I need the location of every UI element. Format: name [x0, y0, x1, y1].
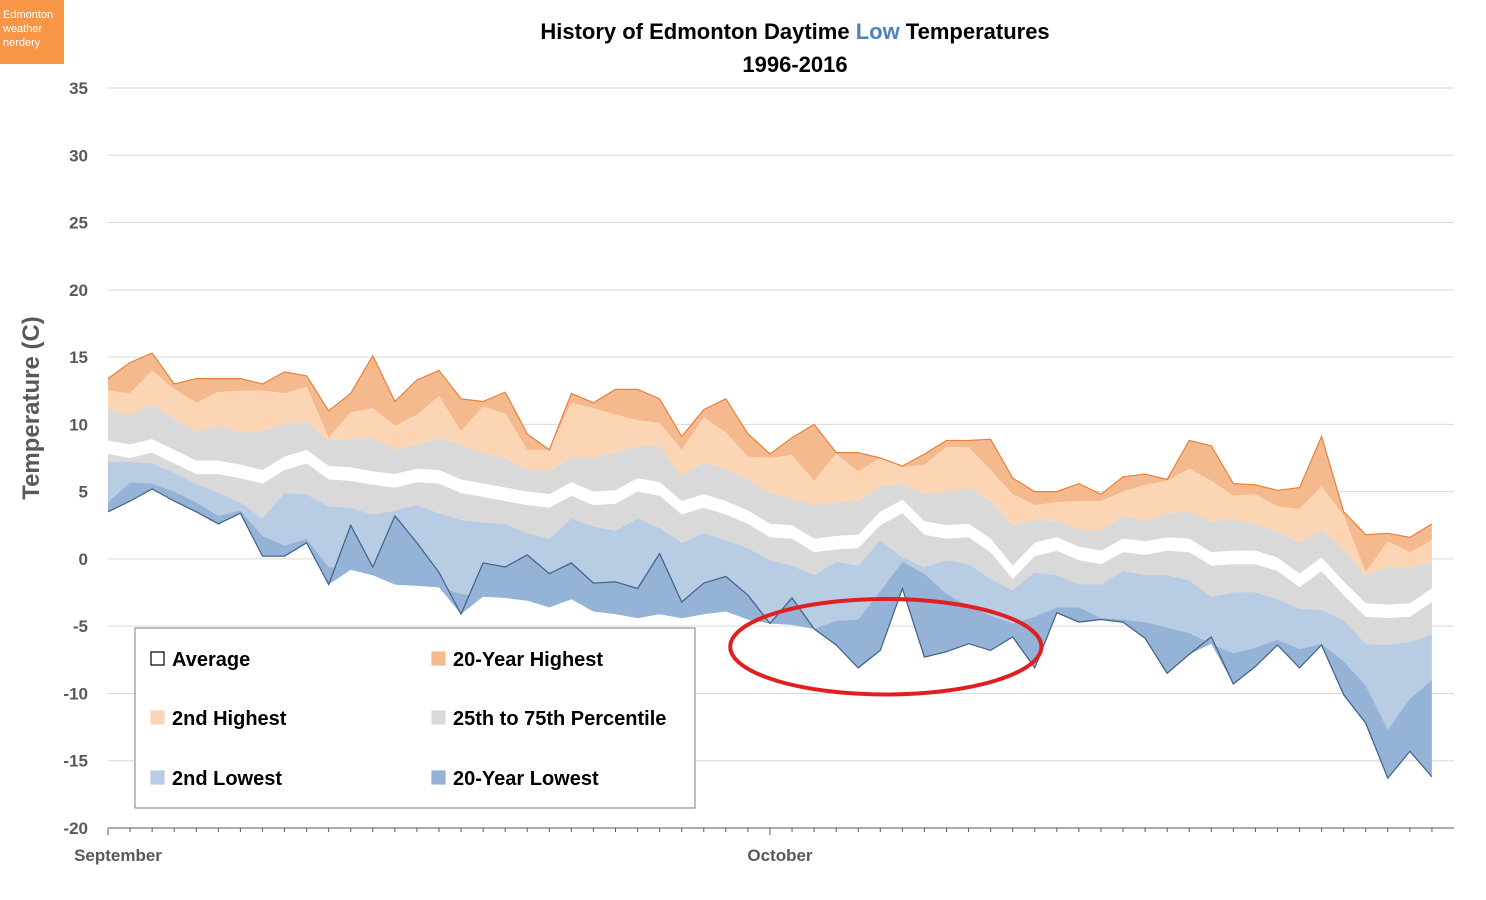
legend-label: Average — [172, 649, 250, 671]
chart-title-suffix: Temperatures — [900, 19, 1050, 44]
annotation — [728, 597, 1044, 697]
band-25th-to-75th-percentile-lower- — [108, 462, 1432, 730]
band-25th-to-75th-percentile-upper- — [108, 404, 1432, 605]
band-average-upper- — [108, 439, 1432, 619]
legend-swatch — [150, 651, 165, 666]
legend-label: 2nd Lowest — [172, 768, 282, 790]
y-tick-label: 15 — [69, 348, 88, 367]
badge-line-1: Edmonton — [3, 9, 54, 21]
legend-swatch — [431, 710, 446, 725]
month-label: October — [747, 846, 813, 865]
y-tick-label: 30 — [69, 146, 88, 165]
y-tick-label: 5 — [79, 483, 88, 502]
band-average-lower- — [108, 452, 1432, 645]
data-bands — [108, 353, 1432, 779]
legend-swatch — [431, 770, 446, 785]
legend-swatch — [431, 651, 446, 666]
band-2nd-highest — [108, 370, 1432, 576]
legend-label: 2nd Highest — [172, 708, 287, 730]
legend-label: 25th to 75th Percentile — [453, 708, 666, 730]
x-axis: September October — [74, 827, 1454, 865]
y-tick-label: -15 — [63, 752, 88, 771]
y-tick-label: 10 — [69, 415, 88, 434]
highlight-ellipse — [728, 597, 1044, 697]
month-label: September — [74, 846, 162, 865]
legend-label: 20-Year Highest — [453, 649, 603, 671]
legend-label: 20-Year Lowest — [453, 768, 599, 790]
chart-title-prefix: History of Edmonton Daytime — [540, 19, 855, 44]
lowest-line — [107, 488, 1433, 780]
y-axis-title: Temperature (C) — [18, 316, 45, 500]
y-tick-label: 0 — [79, 550, 88, 569]
y-tick-label: 35 — [69, 79, 88, 98]
band-2nd-lowest — [108, 482, 1432, 779]
chart-title-highlight: Low — [856, 19, 901, 44]
y-tick-label: 25 — [69, 214, 88, 233]
highest-line — [107, 352, 1433, 539]
y-tick-label: -5 — [73, 617, 88, 636]
y-tick-label: 20 — [69, 281, 88, 300]
legend: Average 20-Year Highest 2nd Highest 25th to… — [134, 627, 696, 809]
chart-title: History of Edmonton Daytime Low Temperat… — [540, 19, 1049, 44]
badge-line-3: nerdery — [3, 37, 41, 49]
legend-box — [134, 627, 696, 809]
edge-lines — [107, 352, 1433, 780]
y-tick-label: -20 — [63, 819, 88, 838]
y-tick-label: -10 — [63, 684, 88, 703]
legend-swatch — [150, 710, 165, 725]
badge-line-2: weather — [3, 23, 43, 35]
legend-swatch — [150, 770, 165, 785]
brand-badge: Edmonton weather nerdery — [0, 0, 64, 64]
chart-subtitle: 1996-2016 — [742, 52, 847, 77]
